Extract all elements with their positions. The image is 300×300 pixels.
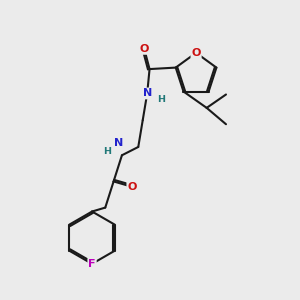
Text: N: N	[114, 138, 123, 148]
Text: H: H	[158, 95, 166, 104]
Text: F: F	[88, 259, 96, 269]
Text: O: O	[191, 48, 201, 58]
Text: O: O	[140, 44, 149, 54]
Text: O: O	[127, 182, 137, 192]
Text: N: N	[142, 88, 152, 98]
Text: H: H	[103, 147, 111, 156]
